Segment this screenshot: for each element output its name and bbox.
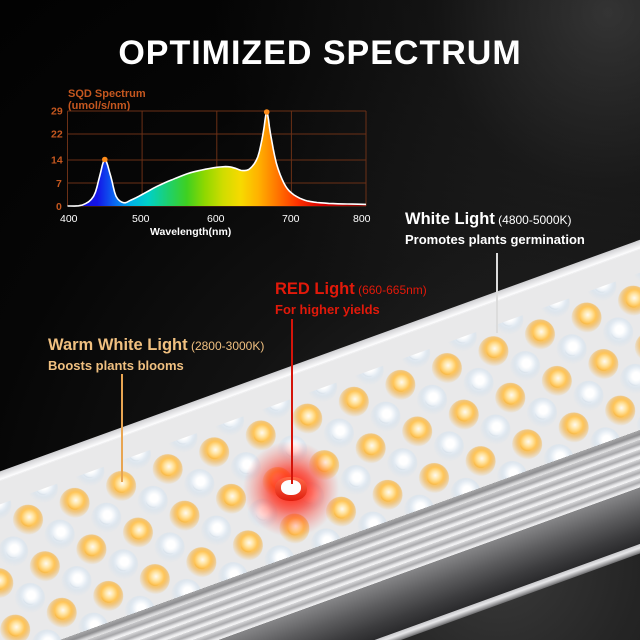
svg-text:600: 600: [207, 213, 225, 225]
svg-text:0: 0: [56, 201, 62, 213]
svg-text:22: 22: [51, 129, 63, 141]
svg-text:400: 400: [60, 213, 78, 225]
svg-text:Wavelength(nm): Wavelength(nm): [150, 226, 231, 238]
svg-text:14: 14: [51, 155, 63, 167]
svg-text:29: 29: [51, 106, 63, 118]
svg-text:700: 700: [282, 213, 300, 225]
svg-text:500: 500: [132, 213, 150, 225]
svg-text:7: 7: [56, 178, 62, 190]
svg-text:800: 800: [353, 213, 371, 225]
